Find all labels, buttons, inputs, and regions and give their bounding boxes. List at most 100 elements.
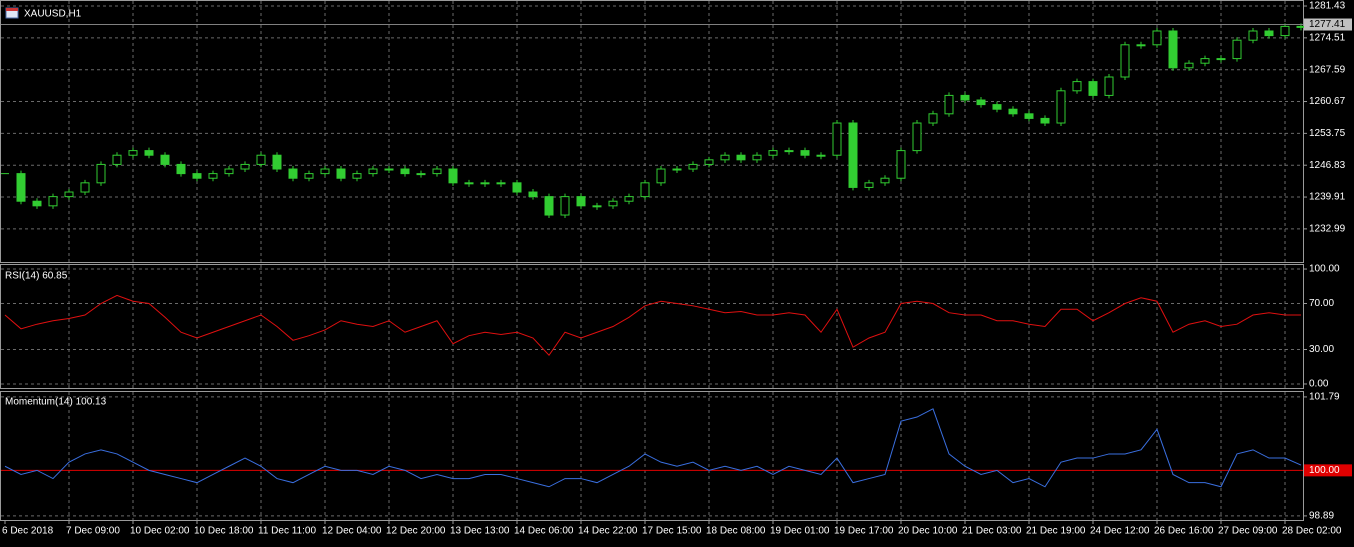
candle [352,173,362,179]
candle [336,168,346,179]
x-tick-label: 11 Dec 11:00 [258,526,316,537]
candle [1136,44,1146,47]
y-tick-label: 0.00 [1309,379,1329,390]
candle [480,182,490,185]
x-tick-label: 20 Dec 10:00 [898,526,958,537]
candle [944,94,954,115]
candle [816,154,826,157]
x-tick-label: 13 Dec 13:00 [450,526,510,537]
candle [864,182,874,188]
x-tick-label: 26 Dec 16:00 [1154,526,1214,537]
candle [1216,58,1226,61]
price-panel [0,0,1304,263]
rsi-title: RSI(14) 60.85 [5,271,68,282]
indicator-line [4,294,1301,357]
candle [992,104,1002,110]
candle [1232,39,1242,60]
candle [640,182,650,198]
candle [48,196,58,207]
candle [720,154,730,161]
candle [912,122,922,152]
candle [1008,108,1018,115]
candle [1280,25,1290,37]
candle [112,154,122,165]
candle [592,205,602,208]
chart-icon-bar [6,8,18,11]
candle [256,154,266,165]
candle [400,168,410,175]
candle [656,168,666,184]
level-label: 100.00 [1309,465,1340,476]
candle [448,168,458,184]
candle [1040,117,1050,124]
y-tick-label: 98.89 [1309,511,1334,522]
candle [224,168,234,175]
candle [576,196,586,207]
candle [384,168,394,171]
last-price-label: 1277.41 [1309,19,1346,30]
candle [128,150,138,156]
candle [240,163,250,170]
last-price-box [1304,18,1352,31]
x-tick-label: 14 Dec 06:00 [514,526,574,537]
x-tick-label: 17 Dec 15:00 [642,526,702,537]
candle [64,191,74,198]
candle [896,150,906,179]
candle [560,196,570,216]
candle [1056,90,1066,124]
x-tick-label: 6 Dec 2018 [2,526,54,537]
y-tick-label: 1274.51 [1309,32,1346,43]
candle [960,94,970,101]
candle [144,150,154,156]
candle [80,182,90,193]
y-tick-label: 1281.43 [1309,1,1346,12]
candle [96,163,106,184]
candle [304,173,314,179]
candle [464,182,474,185]
x-tick-label: 19 Dec 01:00 [770,526,830,537]
candle [832,122,842,156]
candle [1248,30,1258,41]
candle [608,200,618,207]
indicator-line [4,408,1302,488]
price-title: XAUUSD,H1 [24,9,82,20]
candle [368,168,378,175]
candle [736,154,746,161]
candle [432,168,442,175]
x-tick-label: 19 Dec 17:00 [834,526,894,537]
candle [848,122,858,188]
candle [1168,30,1178,69]
x-tick-label: 10 Dec 02:00 [130,526,190,537]
candle [784,150,794,153]
y-tick-label: 1260.67 [1309,96,1346,107]
y-tick-label: 1232.99 [1309,224,1346,235]
x-tick-label: 24 Dec 12:00 [1090,526,1150,537]
y-tick-label: 1239.91 [1309,192,1346,203]
candle [1296,25,1306,28]
x-tick-label: 27 Dec 09:00 [1218,526,1278,537]
y-tick-label: 1246.83 [1309,160,1346,171]
candle [688,163,698,170]
y-tick-label: 101.79 [1309,392,1340,403]
candle [512,182,522,193]
y-tick-label: 100.00 [1309,264,1340,275]
candle [1264,30,1274,37]
x-tick-label: 28 Dec 02:00 [1282,526,1342,537]
candle [672,168,682,171]
candle [1104,76,1114,96]
candle [1120,44,1130,78]
candle [768,150,778,156]
x-tick-label: 21 Dec 19:00 [1026,526,1086,537]
candle [544,196,554,216]
candle [800,150,810,156]
rsi-panel [0,264,1304,389]
momentum-title: Momentum(14) 100.13 [5,397,107,408]
x-tick-label: 10 Dec 18:00 [194,526,254,537]
y-tick-label: 1253.75 [1309,128,1346,139]
candle [1152,30,1162,46]
candle [416,173,426,176]
candle [1184,62,1194,69]
x-tick-label: 18 Dec 08:00 [706,526,766,537]
